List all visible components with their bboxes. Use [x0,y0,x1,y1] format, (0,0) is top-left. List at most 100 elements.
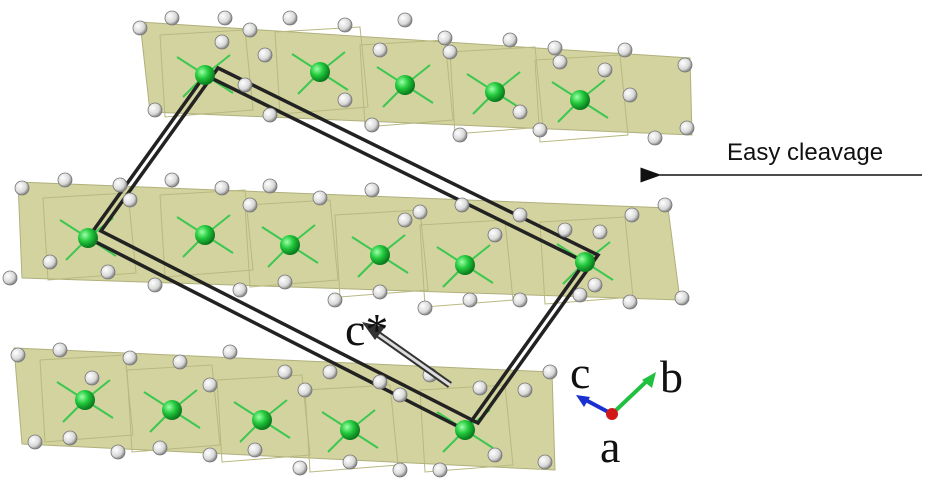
green-atom [455,420,475,440]
green-atom [395,75,415,95]
white-atom [513,105,527,119]
white-atom [558,223,572,237]
white-atom [413,205,427,219]
white-atom [365,118,379,132]
white-atom [648,131,662,145]
white-atom [680,121,694,135]
white-atom [373,285,387,299]
white-atom [675,291,689,305]
white-atom [278,275,292,289]
white-atom [513,208,527,222]
white-atom [165,173,179,187]
white-atom [123,193,137,207]
white-atom [588,278,602,292]
white-atom [533,123,547,137]
a-axis-label: a [600,421,620,472]
white-atom [543,365,557,379]
white-atom [538,455,552,469]
white-atom [453,128,467,142]
green-atom [252,410,272,430]
white-atom [463,293,477,307]
white-atom [293,461,307,475]
white-atom [43,255,57,269]
white-atom [173,355,187,369]
a-axis [606,408,618,420]
white-atom [203,448,217,462]
white-atom [623,88,637,102]
white-atom [101,265,115,279]
white-atom [148,278,162,292]
white-atom [553,55,567,69]
white-atom [373,375,387,389]
white-atom [625,208,639,222]
green-atom [570,90,590,110]
white-atom [658,198,672,212]
white-atom [328,293,342,307]
white-atom [593,225,607,239]
b-axis-label: b [660,351,683,402]
white-atom [278,365,292,379]
white-atom [518,383,532,397]
white-atom [398,213,412,227]
white-atom [215,181,229,195]
annotation: Easy cleavage [727,139,883,166]
white-atom [488,228,502,242]
white-atom [148,103,162,117]
green-atom [195,65,215,85]
white-atom [513,293,527,307]
white-atom [473,381,487,395]
white-atom [218,11,232,25]
white-atom [165,11,179,25]
white-atom [338,18,352,32]
white-atom [298,383,312,397]
vector-label: c* [345,304,388,355]
white-atom [243,23,257,37]
axis-triad: c b a [570,347,683,472]
white-atom [393,463,407,477]
white-atom [15,181,29,195]
white-atom [263,179,277,193]
white-atom [238,78,252,92]
white-atom [373,43,387,57]
white-atom [283,11,297,25]
cleavage-annotation: Easy cleavage [660,139,922,175]
white-atom [111,445,125,459]
white-atom [433,463,447,477]
green-atom [485,82,505,102]
white-atom [573,288,587,302]
green-atom [370,245,390,265]
white-atom [258,48,272,62]
white-atom [153,441,167,455]
white-atom [223,345,237,359]
green-atom [310,62,330,82]
green-atom [575,252,595,272]
c-axis-label: c [570,347,590,398]
white-atom [11,348,25,362]
white-atom [365,183,379,197]
white-atom [123,351,137,365]
white-atom [53,343,67,357]
white-atom [58,173,72,187]
green-atom [78,228,98,248]
white-atom [133,21,147,35]
green-atom [280,235,300,255]
white-atom [503,33,517,47]
green-atom [162,400,182,420]
white-atom [443,45,457,59]
white-atom [618,43,632,57]
white-atom [263,108,277,122]
white-atom [28,435,42,449]
white-atom [455,198,469,212]
white-atom [313,191,327,205]
white-atom [488,448,502,462]
b-axis [612,378,650,414]
white-atom [215,35,229,49]
green-atom [455,255,475,275]
white-atom [3,271,17,285]
white-atom [113,178,127,192]
white-atom [233,283,247,297]
white-atom [63,431,77,445]
white-atom [393,388,407,402]
green-atom [340,420,360,440]
white-atom [678,58,692,72]
